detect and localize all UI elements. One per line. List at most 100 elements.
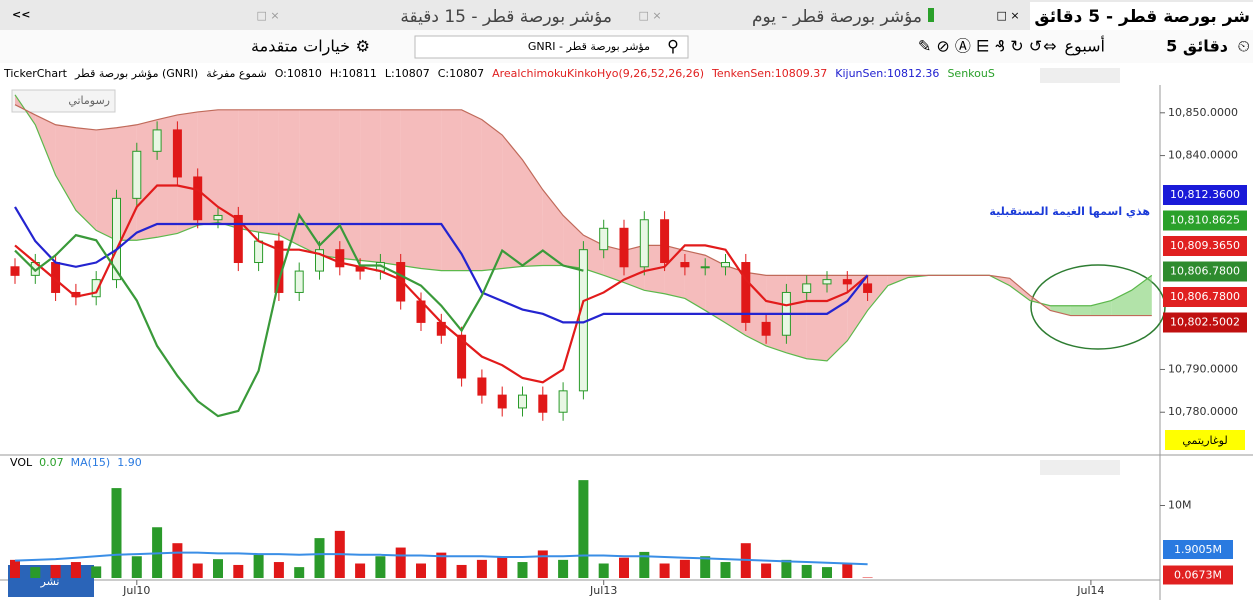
candle-body (152, 129, 162, 152)
candle-body (193, 176, 203, 221)
volume-bar (842, 563, 853, 578)
cloud-fill (339, 109, 361, 261)
cloud-fill (319, 109, 340, 259)
tab-icons[interactable]: □ × (638, 9, 661, 22)
cloud-fill (400, 109, 421, 269)
period-icon[interactable]: ⇔ (1043, 37, 1056, 56)
volume-bar (253, 554, 264, 578)
info-item: O:10810 (275, 67, 322, 80)
cloud-fill (624, 245, 645, 291)
cloud-fill (1111, 290, 1132, 316)
info-item: TenkenSen:10809.37 (711, 67, 827, 80)
info-item: SenkouS (947, 67, 994, 80)
log-button[interactable] (1165, 430, 1245, 450)
price-tag (1163, 287, 1247, 307)
log-label[interactable]: لوغاريتمي (1182, 434, 1227, 447)
annotation: هذي اسمها الغيمة المستقبلية (989, 205, 1150, 218)
volume-bar (416, 563, 426, 578)
x-tick-label: Jul10 (122, 584, 150, 597)
cloud-fill (542, 189, 564, 266)
info-item: مؤشر بورصة قطر (GNRI) (74, 67, 198, 80)
search-icon[interactable]: ⚲ (667, 37, 679, 56)
y-tick-label: 10M (1168, 499, 1192, 512)
volume-bar (30, 567, 41, 578)
volume-bar (537, 550, 548, 578)
publish-label[interactable]: نشر (40, 575, 60, 588)
cloud-fill (35, 114, 56, 176)
volume-bar (213, 559, 223, 578)
volume-header: 1.90 (117, 456, 142, 469)
candle-body (457, 334, 467, 379)
volume-bar (497, 556, 508, 578)
candle-body (599, 227, 609, 251)
info-item: KijunSen:10812.36 (835, 67, 939, 80)
x-tick-label: Jul13 (589, 584, 617, 597)
tab-icons[interactable]: □ × (996, 9, 1019, 22)
info-item: ArealchimokuKinkoHyo(9,26,52,26,26) (492, 67, 704, 80)
price-tag (1163, 185, 1247, 205)
cloud-fill (1050, 305, 1071, 316)
candle-body (132, 150, 142, 199)
drawings-button[interactable] (11, 89, 116, 113)
indicator-line (14, 212, 584, 418)
y-tick-label: 10,850.0000 (1168, 106, 1238, 119)
price-tag-label: 10,802.5002 (1170, 316, 1240, 329)
info-item: H:10811 (330, 67, 377, 80)
interval-label[interactable]: 5 دقائق (1166, 37, 1228, 56)
volume-bar (314, 538, 325, 578)
volume-ma (14, 551, 868, 566)
tab-title[interactable]: مؤشر بورصة قطر - يوم (752, 7, 922, 27)
cloud-fill (827, 275, 848, 361)
volume-bar (395, 547, 406, 578)
candle-body (10, 266, 20, 276)
tool-icons[interactable]: ✎ ⊘ Ⓐ ⋿ ₰ ↻ ↺ (918, 37, 1042, 56)
volume-bar (273, 562, 284, 578)
cloud-fill (278, 109, 300, 246)
tab-title[interactable]: شر بورصة قطر - 5 دقائق (1034, 7, 1250, 27)
cloud-fill (847, 275, 868, 341)
panel-controls[interactable] (1040, 68, 1120, 83)
price-tag-label: 10,809.3650 (1170, 239, 1240, 252)
candle-body (213, 214, 223, 221)
tab-title[interactable]: مؤشر بورصة قطر - 15 دقيقة (400, 7, 612, 27)
volume-bar (375, 556, 386, 578)
tab-indicator (928, 8, 934, 22)
price-tag-label: 10,806.7800 (1170, 290, 1240, 303)
tab-overflow[interactable]: << (12, 8, 30, 21)
cloud-fill (55, 124, 76, 211)
indicator-line (14, 206, 869, 324)
search-text[interactable]: GNRI - مؤشر بورصة قطر (528, 40, 650, 53)
cloud-fill (461, 109, 482, 271)
volume-bar (436, 552, 447, 578)
panel-controls[interactable] (1040, 460, 1120, 475)
cloud-fill (583, 235, 604, 276)
cloud-fill (360, 109, 381, 263)
volume-bar (598, 563, 609, 578)
cloud-fill (177, 111, 198, 234)
advanced-options[interactable]: خيارات متقدمة (251, 37, 350, 57)
active-tab[interactable] (1030, 2, 1253, 30)
drawings-label[interactable]: رسوماتي (68, 94, 110, 107)
period-label[interactable]: أسبوع (1065, 36, 1106, 57)
volume-bar (822, 567, 832, 578)
interval[interactable]: ⏲ (1238, 37, 1250, 56)
price-tag (1163, 312, 1247, 333)
candle-body (315, 249, 324, 272)
volume-bar (355, 563, 366, 578)
volume-bar (111, 488, 122, 578)
cloud-fill (867, 275, 888, 311)
cloud-fill (563, 215, 584, 269)
cloud-fill (1090, 300, 1112, 316)
candle-body (761, 321, 771, 336)
advanced-icon[interactable]: ⚙ (356, 37, 370, 56)
cloud-fill (299, 109, 320, 256)
search-box[interactable] (414, 35, 689, 59)
cloud-fill (481, 119, 503, 271)
volume-bar (50, 564, 61, 578)
cloud-fill (197, 109, 218, 226)
candle-body (558, 390, 568, 413)
cloud-fill (1009, 278, 1030, 301)
volume-bar (10, 559, 20, 578)
tab-icons[interactable]: □ × (256, 9, 279, 22)
